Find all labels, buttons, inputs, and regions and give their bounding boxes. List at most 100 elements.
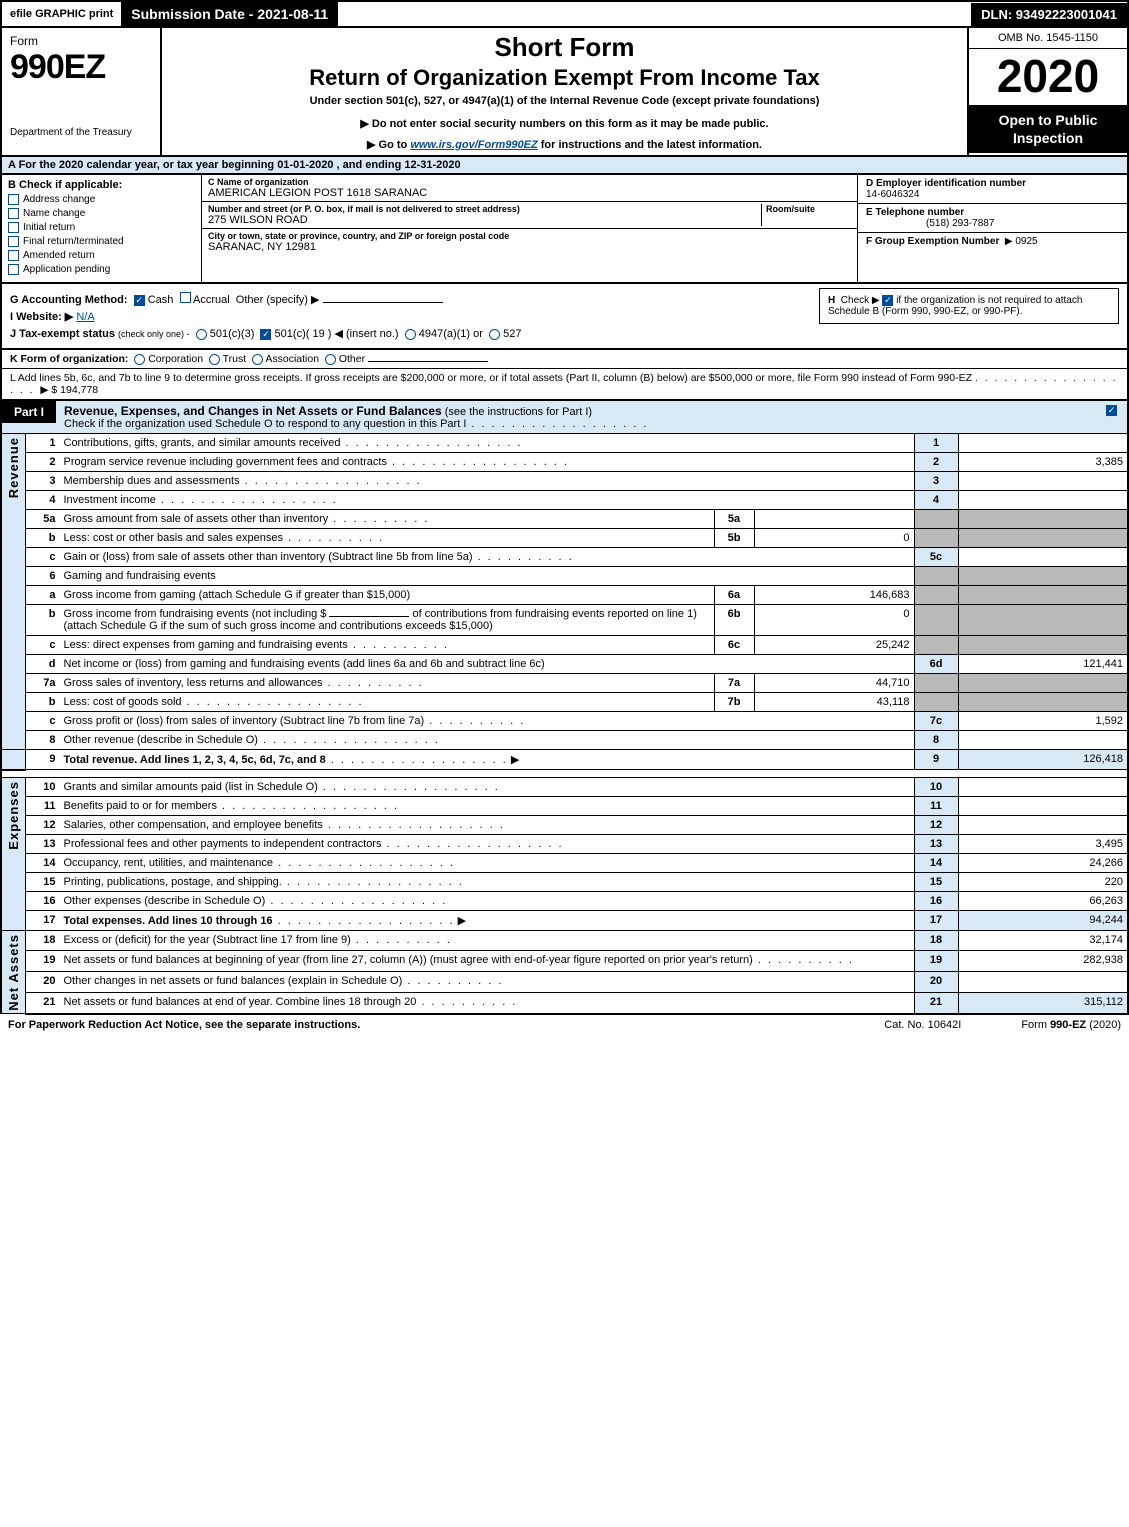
dots-icon bbox=[416, 996, 517, 1008]
chk-application-pending[interactable]: Application pending bbox=[8, 264, 195, 275]
line-13: 13Professional fees and other payments t… bbox=[1, 834, 1128, 853]
dots-icon bbox=[323, 819, 505, 831]
line-21: 21Net assets or fund balances at end of … bbox=[1, 992, 1128, 1013]
dots-icon bbox=[265, 895, 447, 907]
line-16: 16Other expenses (describe in Schedule O… bbox=[1, 891, 1128, 910]
dots-icon bbox=[402, 975, 503, 987]
efile-label[interactable]: efile GRAPHIC print bbox=[2, 6, 121, 22]
col-c-name-addr: C Name of organization AMERICAN LEGION P… bbox=[202, 175, 857, 282]
goto-line: ▶ Go to www.irs.gov/Form990EZ for instru… bbox=[170, 138, 959, 151]
chk-amended-return[interactable]: Amended return bbox=[8, 250, 195, 261]
radio-icon[interactable] bbox=[405, 329, 416, 340]
line-1: Revenue 1 Contributions, gifts, grants, … bbox=[1, 434, 1128, 453]
org-city: SARANAC, NY 12981 bbox=[208, 241, 316, 253]
arrow-icon bbox=[455, 915, 467, 927]
ein-value: 14-6046324 bbox=[866, 189, 919, 200]
dots-icon bbox=[217, 800, 399, 812]
chk-address-change[interactable]: Address change bbox=[8, 194, 195, 205]
expenses-tab: Expenses bbox=[1, 777, 26, 930]
radio-icon[interactable] bbox=[134, 354, 145, 365]
dots-icon bbox=[273, 915, 455, 927]
do-not-enter: ▶ Do not enter social security numbers o… bbox=[170, 117, 959, 130]
dots-icon bbox=[326, 754, 508, 766]
line-8: 8 Other revenue (describe in Schedule O)… bbox=[1, 731, 1128, 750]
form-header: Form 990EZ Department of the Treasury Sh… bbox=[0, 28, 1129, 157]
part1-header: Part I Revenue, Expenses, and Changes in… bbox=[0, 401, 1129, 434]
line-19: 19Net assets or fund balances at beginni… bbox=[1, 951, 1128, 972]
org-address: 275 WILSON ROAD bbox=[208, 214, 308, 226]
d-group: F Group Exemption Number ▶ 0925 bbox=[858, 233, 1127, 282]
netassets-tab: Net Assets bbox=[1, 930, 26, 1014]
d-ein: D Employer identification number 14-6046… bbox=[858, 175, 1127, 204]
radio-icon[interactable] bbox=[325, 354, 336, 365]
line-4: 4 Investment income 4 bbox=[1, 491, 1128, 510]
cat-no: Cat. No. 10642I bbox=[884, 1019, 961, 1031]
part1-checkbox[interactable]: ✓ bbox=[1096, 401, 1127, 419]
i-website: I Website: ▶ N/A bbox=[10, 310, 807, 323]
arrow-icon bbox=[508, 754, 520, 766]
check-icon: ✓ bbox=[882, 295, 893, 306]
chk-name-change[interactable]: Name change bbox=[8, 208, 195, 219]
page-footer: For Paperwork Reduction Act Notice, see … bbox=[0, 1015, 1129, 1035]
line-10: Expenses 10 Grants and similar amounts p… bbox=[1, 777, 1128, 796]
irs-link[interactable]: www.irs.gov/Form990EZ bbox=[410, 139, 537, 151]
line-9: 9 Total revenue. Add lines 1, 2, 3, 4, 5… bbox=[1, 750, 1128, 770]
dots-icon bbox=[258, 734, 440, 746]
top-bar: efile GRAPHIC print Submission Date - 20… bbox=[0, 0, 1129, 28]
6b-fill[interactable] bbox=[329, 616, 409, 617]
form-word: Form bbox=[10, 34, 152, 48]
dots-icon bbox=[348, 639, 449, 651]
room-lbl: Room/suite bbox=[766, 204, 851, 214]
k-other-field[interactable] bbox=[368, 361, 488, 362]
grp-value: ▶ 0925 bbox=[1005, 236, 1038, 247]
dots-icon bbox=[387, 456, 569, 468]
dots-icon bbox=[340, 437, 522, 449]
line-12: 12Salaries, other compensation, and empl… bbox=[1, 815, 1128, 834]
checkbox-icon[interactable] bbox=[8, 208, 19, 219]
checkbox-icon[interactable] bbox=[8, 236, 19, 247]
checkbox-icon[interactable] bbox=[8, 264, 19, 275]
chk-initial-return[interactable]: Initial return bbox=[8, 222, 195, 233]
dots-icon bbox=[328, 513, 429, 525]
other-specify-field[interactable] bbox=[323, 302, 443, 303]
dln-label: DLN: 93492223001041 bbox=[971, 3, 1127, 26]
checkbox-icon[interactable] bbox=[8, 194, 19, 205]
checkbox-icon[interactable] bbox=[8, 222, 19, 233]
checkbox-icon[interactable] bbox=[8, 250, 19, 261]
radio-icon[interactable] bbox=[209, 354, 220, 365]
tax-year: 2020 bbox=[969, 49, 1127, 105]
line-6c: c Less: direct expenses from gaming and … bbox=[1, 636, 1128, 655]
check-icon: ✓ bbox=[134, 295, 145, 306]
d-tel: E Telephone number (518) 293-7887 bbox=[858, 204, 1127, 233]
dots-icon bbox=[156, 494, 338, 506]
col-b-checks: B Check if applicable: Address change Na… bbox=[2, 175, 202, 282]
dots-icon bbox=[283, 532, 384, 544]
line-5c: c Gain or (loss) from sale of assets oth… bbox=[1, 548, 1128, 567]
line-15: 15Printing, publications, postage, and s… bbox=[1, 872, 1128, 891]
radio-icon[interactable] bbox=[489, 329, 500, 340]
header-right: OMB No. 1545-1150 2020 Open to Public In… bbox=[967, 28, 1127, 155]
line-7a: 7a Gross sales of inventory, less return… bbox=[1, 674, 1128, 693]
chk-final-return[interactable]: Final return/terminated bbox=[8, 236, 195, 247]
radio-icon[interactable] bbox=[252, 354, 263, 365]
g-left: G Accounting Method: ✓ Cash Accrual Othe… bbox=[10, 288, 807, 344]
tel-value: (518) 293-7887 bbox=[866, 218, 994, 229]
header-middle: Short Form Return of Organization Exempt… bbox=[162, 28, 967, 155]
section-ghij: G Accounting Method: ✓ Cash Accrual Othe… bbox=[0, 284, 1129, 350]
line-7c: c Gross profit or (loss) from sales of i… bbox=[1, 712, 1128, 731]
radio-icon[interactable] bbox=[196, 329, 207, 340]
short-form-title: Short Form bbox=[170, 32, 959, 63]
dots-icon bbox=[273, 857, 455, 869]
dept-treasury: Department of the Treasury bbox=[10, 127, 152, 138]
return-title: Return of Organization Exempt From Incom… bbox=[170, 65, 959, 91]
line-7b: b Less: cost of goods sold 7b43,118 bbox=[1, 693, 1128, 712]
spacer bbox=[1, 770, 1128, 778]
dots-icon bbox=[282, 876, 464, 888]
line-6a: a Gross income from gaming (attach Sched… bbox=[1, 586, 1128, 605]
check-icon: ✓ bbox=[1106, 405, 1117, 416]
goto-pre: ▶ Go to bbox=[367, 139, 410, 151]
checkbox-icon[interactable] bbox=[180, 292, 191, 303]
c-name-lbl: C Name of organization bbox=[208, 177, 851, 187]
h-schedule-b: H Check ▶ ✓ if the organization is not r… bbox=[819, 288, 1119, 324]
dots-icon bbox=[318, 781, 500, 793]
